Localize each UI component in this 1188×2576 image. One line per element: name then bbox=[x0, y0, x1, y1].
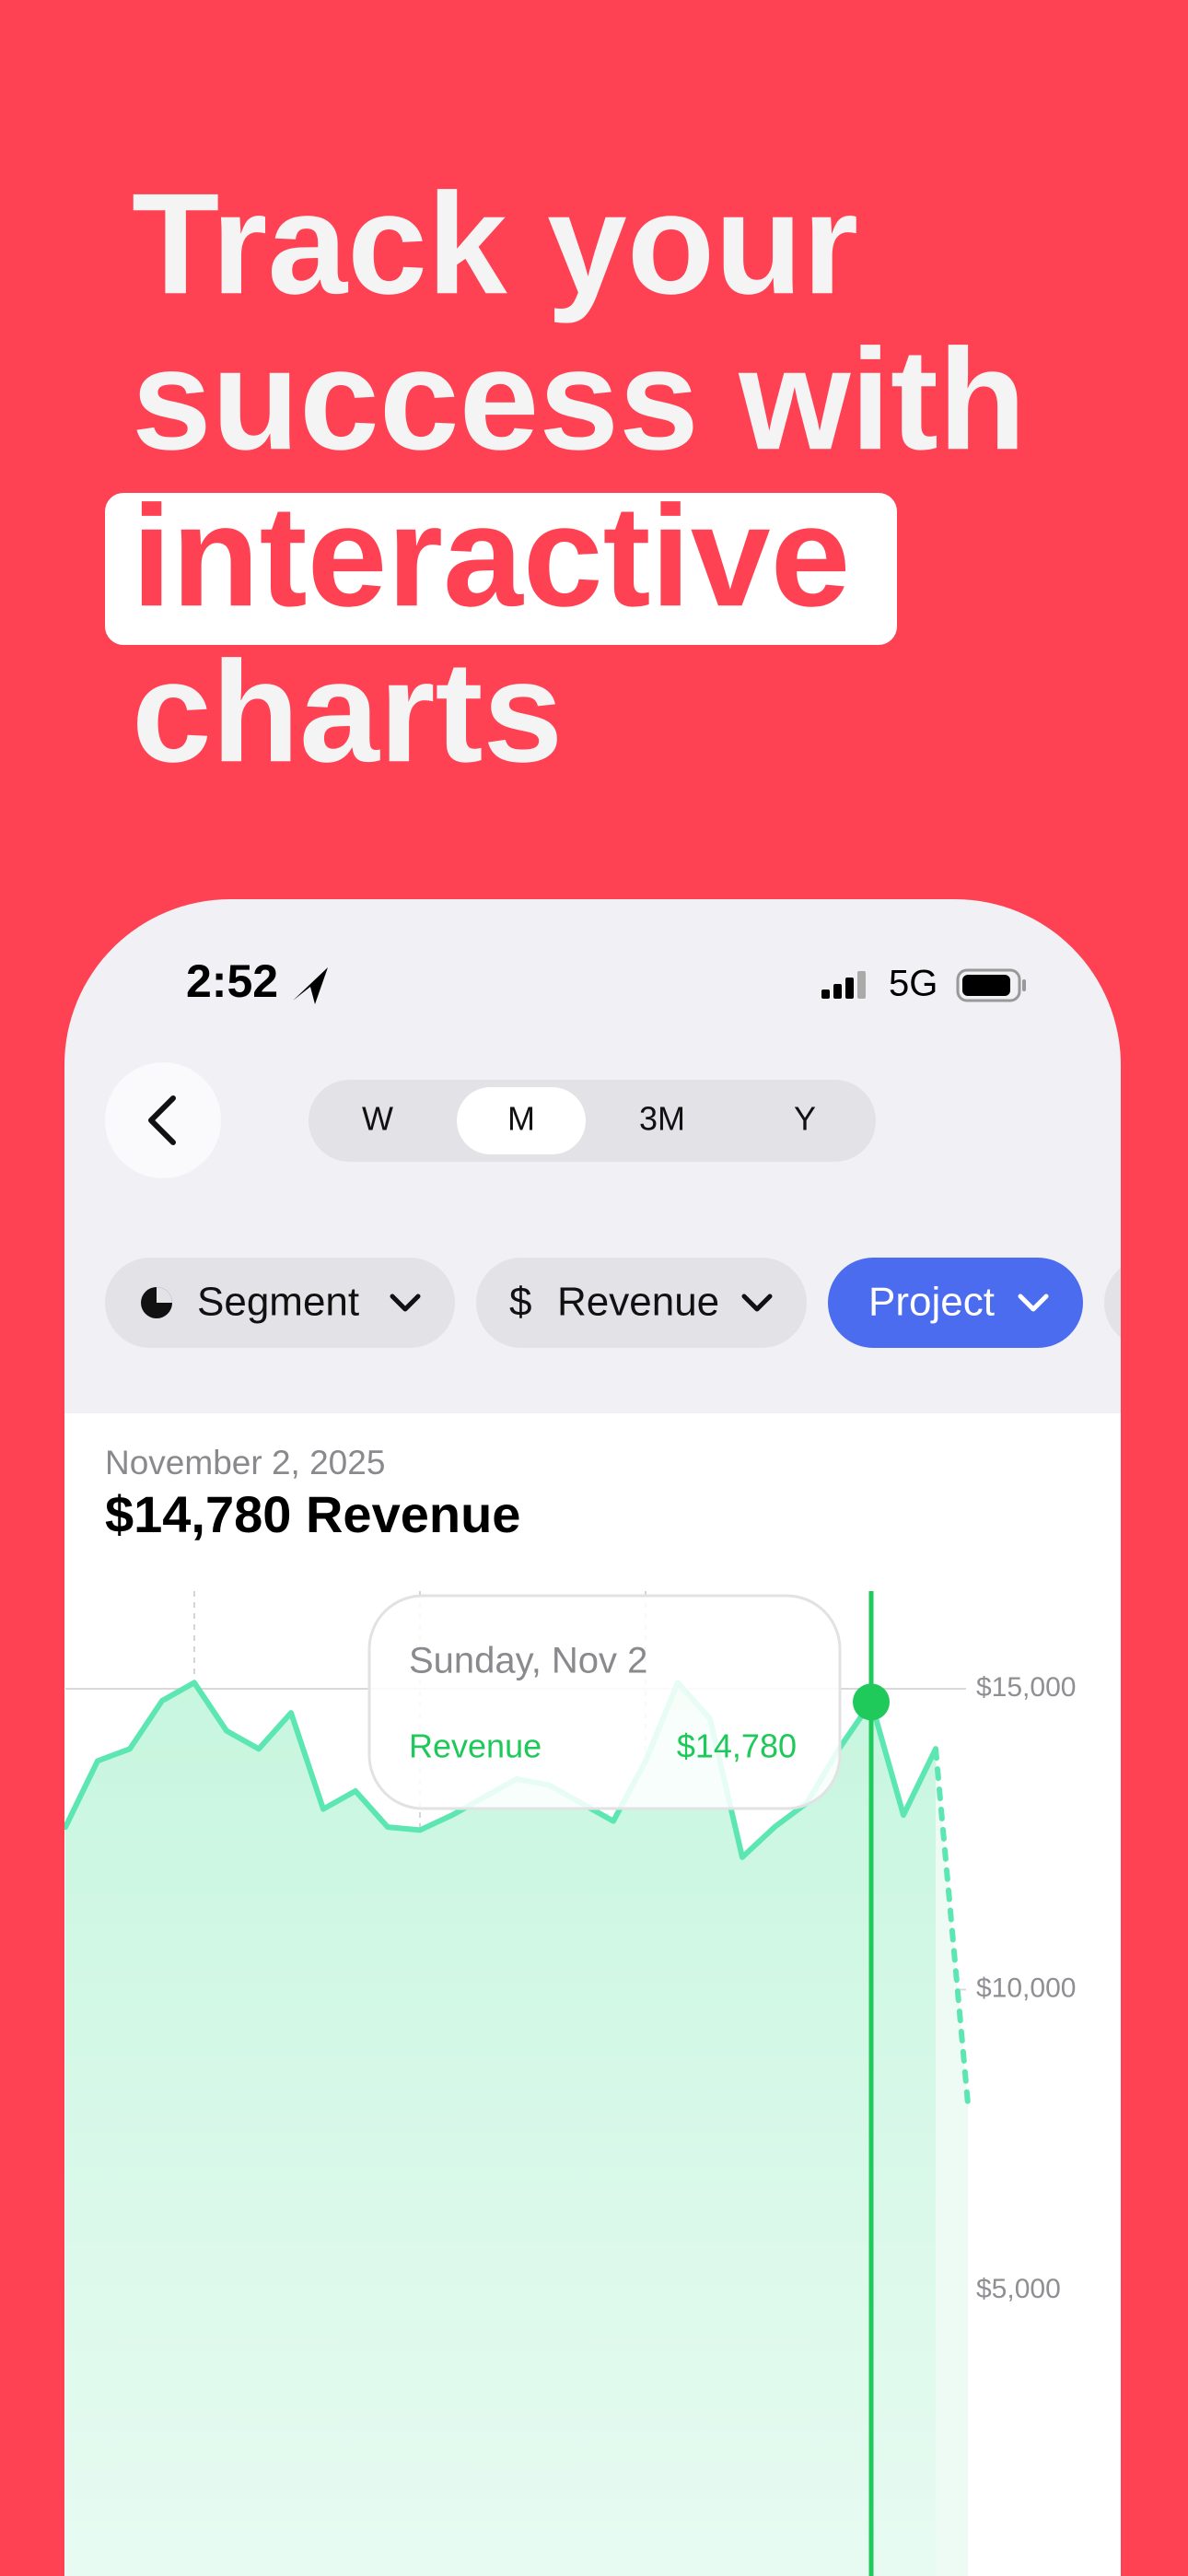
signal-icon bbox=[821, 971, 866, 999]
tooltip-label: Revenue bbox=[409, 1727, 542, 1765]
chart-title: $14,780 Revenue bbox=[105, 1485, 520, 1543]
tooltip bbox=[367, 1594, 842, 1810]
status-time: 2:52 bbox=[186, 955, 278, 1007]
area bbox=[65, 1682, 936, 2576]
headline-line: charts bbox=[132, 632, 563, 792]
pie-icon-slice bbox=[157, 1287, 172, 1303]
tooltip-title: Sunday, Nov 2 bbox=[409, 1641, 647, 1681]
filter-chip[interactable] bbox=[476, 1258, 807, 1348]
location-icon bbox=[293, 967, 328, 1004]
filter-chip[interactable] bbox=[1104, 1258, 1121, 1348]
period-tab[interactable]: 3M bbox=[639, 1100, 685, 1138]
filter-label: Revenue bbox=[557, 1280, 719, 1325]
headline-line: Track your bbox=[132, 164, 858, 324]
tooltip-value: $14,780 bbox=[677, 1727, 797, 1765]
app: 2:52 5G W M 3M Y Segment $ Revenue Project Nov… bbox=[64, 955, 1121, 2576]
back-icon bbox=[148, 1095, 176, 1145]
y-tick-label: $15,000 bbox=[976, 1672, 1076, 1703]
back-button[interactable] bbox=[105, 1062, 221, 1178]
headline-highlight bbox=[105, 493, 897, 645]
battery-icon bbox=[956, 968, 1026, 1002]
phone-screen: 2:52 5G W M 3M Y Segment $ Revenue Project Nov… bbox=[64, 899, 1121, 2576]
chevron-icon bbox=[1018, 1294, 1049, 1312]
headline-line: success with bbox=[132, 320, 1026, 480]
filter-chip[interactable] bbox=[105, 1258, 455, 1348]
period-selected bbox=[457, 1087, 586, 1154]
network-label: 5G bbox=[889, 964, 938, 1004]
filter-chip[interactable] bbox=[828, 1258, 1083, 1348]
period-tab[interactable]: M bbox=[507, 1100, 535, 1138]
chevron-icon bbox=[741, 1294, 773, 1312]
chevron-icon bbox=[390, 1294, 421, 1312]
selected-point bbox=[853, 1683, 890, 1721]
period-tab[interactable]: W bbox=[362, 1100, 393, 1138]
y-tick-label: $10,000 bbox=[976, 1973, 1076, 2003]
filter-label: Segment bbox=[197, 1280, 359, 1325]
period-tab[interactable]: Y bbox=[794, 1100, 816, 1138]
forecast-line bbox=[933, 1746, 971, 2107]
chart-date: November 2, 2025 bbox=[105, 1444, 385, 1481]
forecast-area bbox=[936, 1749, 968, 2576]
headline-line: interactive bbox=[132, 476, 850, 637]
filter-prefix: $ bbox=[509, 1280, 531, 1325]
period-control bbox=[309, 1080, 876, 1162]
y-tick-label: $5,000 bbox=[976, 2274, 1061, 2304]
filter-label: Project bbox=[868, 1280, 995, 1325]
